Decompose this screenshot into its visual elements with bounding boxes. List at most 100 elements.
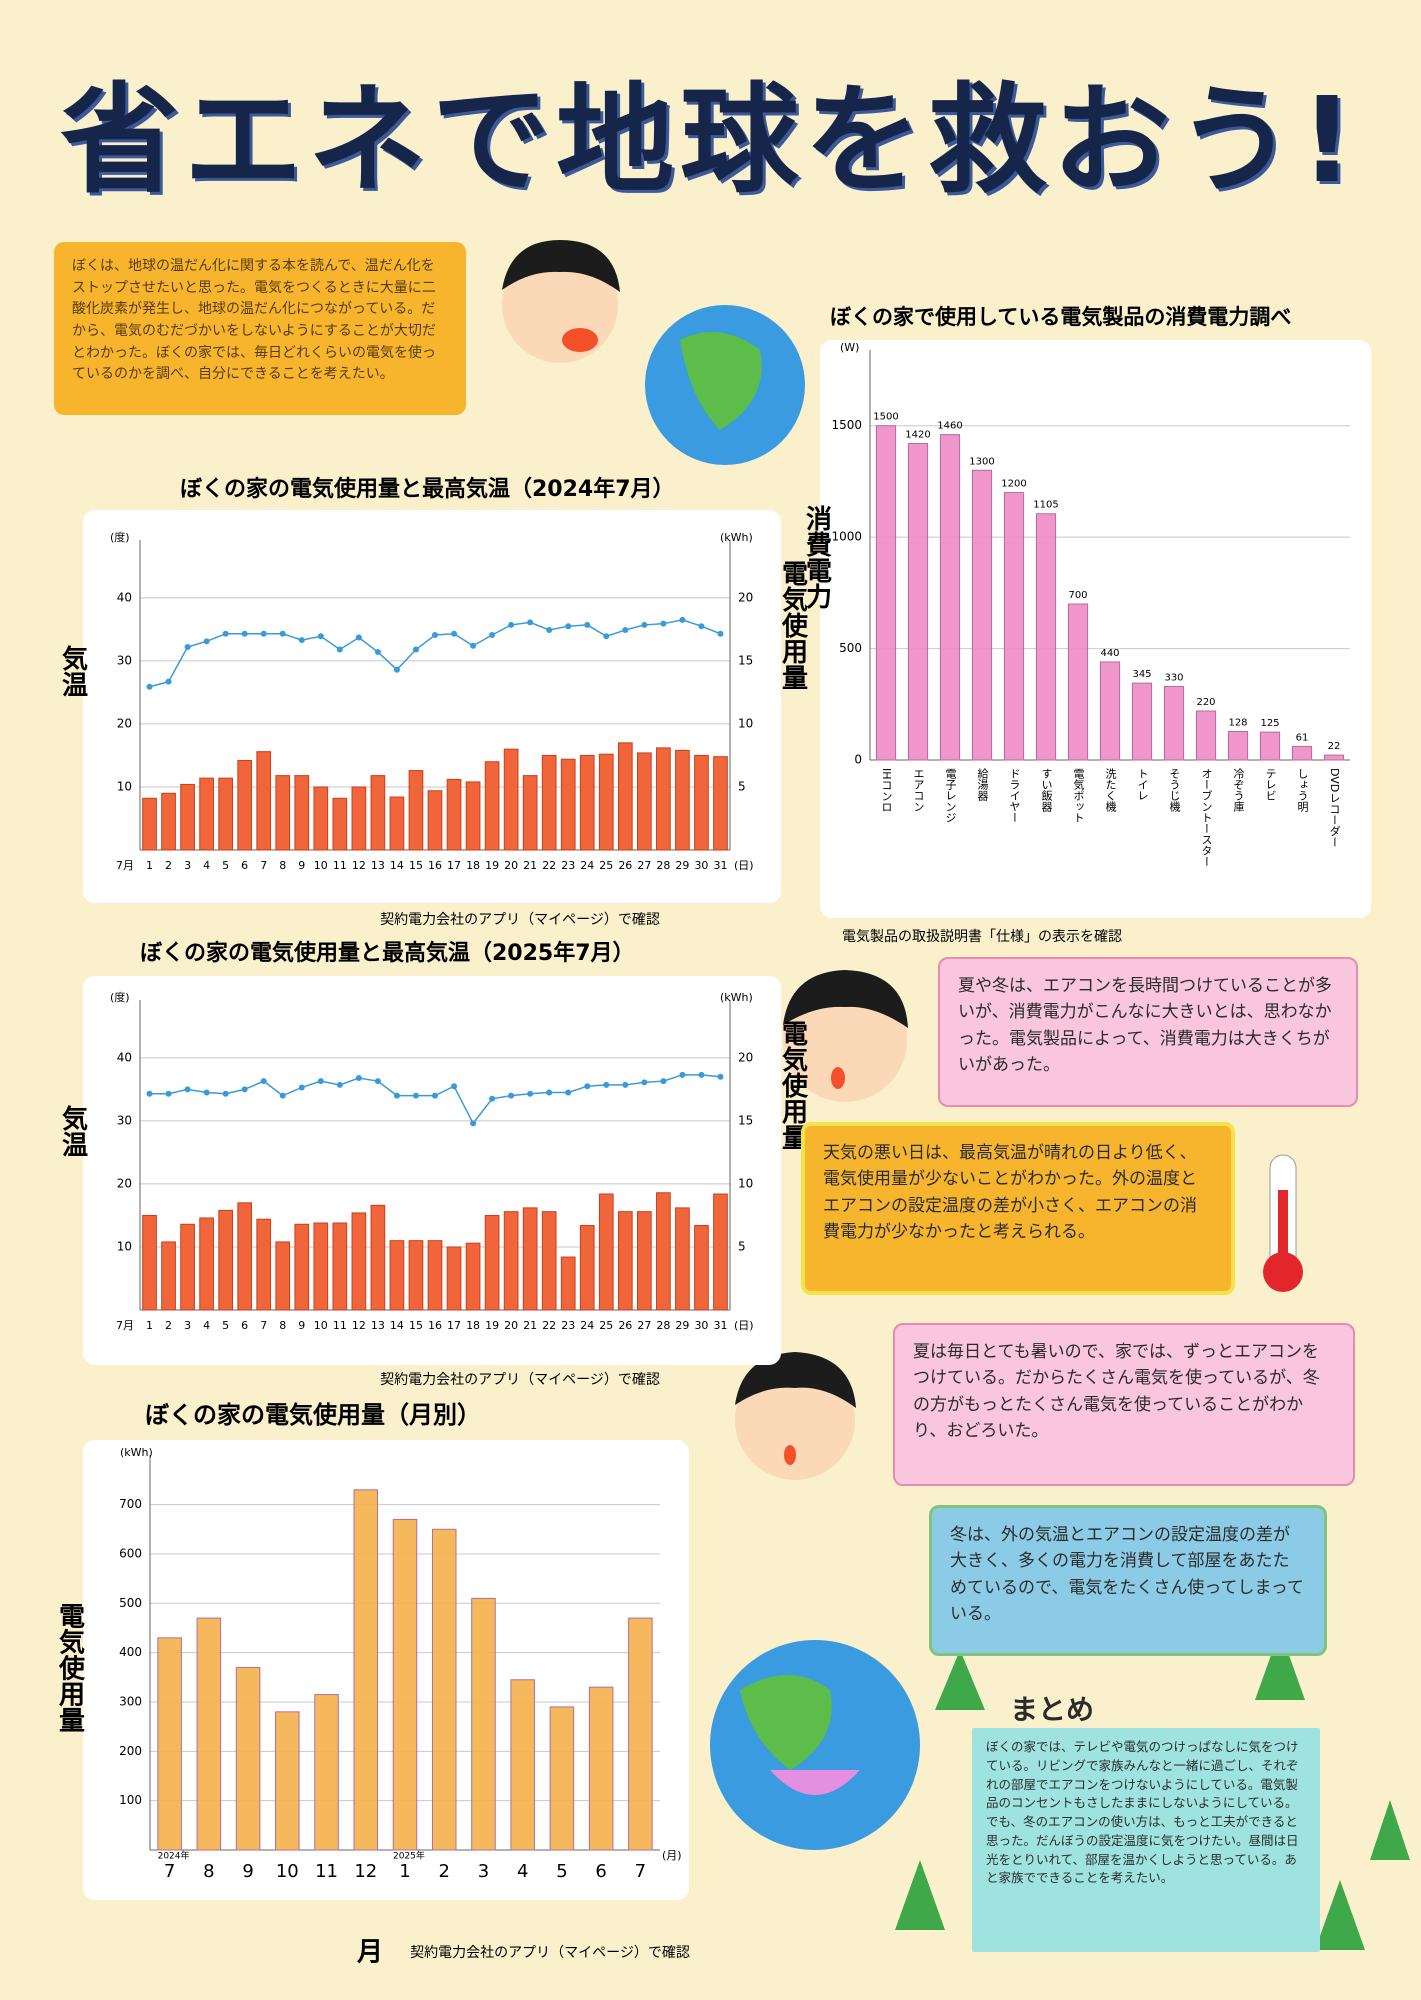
x-tick-label: ドライヤー [1008,768,1021,823]
y2-tick-label: 20 [738,590,753,604]
x-tick-label: 16 [428,859,442,872]
y2-tick-label: 5 [738,1239,746,1253]
point [603,633,610,640]
value-label: 700 [1068,590,1087,601]
chart-monthly: ぼくの家の電気使用量（月別） 月 契約電力会社のアプリ（マイページ）で確認 10… [55,1401,690,1968]
point [451,630,458,637]
x-tick-label: 7 [260,1319,267,1332]
bar [392,1518,418,1851]
x-tick-label: 6 [241,859,248,872]
x-tick-label: 15 [409,1319,423,1332]
x-tick-label: すい飯器 [1040,768,1053,813]
x-tick-label: しょう明 [1296,768,1309,813]
point [165,1090,172,1097]
x-tick-label: トイレ [1136,768,1149,801]
panel [820,340,1371,918]
bar [598,1193,614,1311]
value-label: 1105 [1033,500,1058,511]
point [489,632,496,639]
value-label: 345 [1132,669,1151,680]
bar [218,1209,233,1311]
point [336,1081,343,1088]
y-tick-label: 30 [117,653,132,667]
x-tick-label: テレビ [1264,768,1277,801]
point [184,1086,191,1093]
bar [549,1706,575,1851]
bar [541,754,557,851]
x-tick-label: 9 [242,1861,253,1882]
y-tick-label: 20 [117,1176,132,1190]
bar [161,1241,176,1311]
y-tick-label: 10 [117,779,132,793]
point [317,633,324,640]
bar [446,778,462,851]
chart-2024: ぼくの家の電気使用量と最高気温（2024年7月） 契約電力会社のアプリ（マイペー… [58,476,809,928]
x-tick-label: 13 [371,859,385,872]
x-tick-label: 7 [260,859,267,872]
x-tick-label: 12 [352,1319,366,1332]
bar [694,754,709,851]
bar [503,1211,519,1311]
x-tick-label: 10 [314,1319,328,1332]
bar [353,1489,379,1851]
y-label: 気温 [58,644,88,697]
x-tick-label: 6 [595,1861,606,1882]
bar [237,759,253,851]
bar [1227,730,1249,761]
point [622,1081,629,1088]
bar [294,775,310,851]
bar [465,1242,481,1311]
bar [351,1212,367,1311]
bar [218,777,233,851]
x-tick-label: 28 [656,859,670,872]
y-tick-label: 500 [839,641,862,655]
x-tick-label: 8 [203,1861,214,1882]
bar [446,1246,462,1311]
point [184,644,191,650]
y-tick-label: 700 [119,1497,142,1511]
x-tick-label: 冷ぞう庫 [1232,768,1245,813]
y-tick-label: 600 [119,1546,142,1560]
x-tick-label: 8 [279,1319,286,1332]
speech-bubble: 夏は毎日とても暑いので、家では、ずっとエアコンをつけている。だからたくさん電気を… [893,1323,1355,1486]
value-label: 440 [1100,648,1119,659]
x-prefix: 7月 [116,859,134,872]
x-tick-label: 17 [447,859,461,872]
x-tick-label: 1 [146,859,153,872]
bar [510,1679,535,1851]
y2-tick-label: 5 [738,779,746,793]
boy-face-3 [735,1352,856,1480]
point [679,1071,686,1078]
bar [1131,682,1153,761]
x-tick-label: 27 [637,859,651,872]
bar [484,1214,500,1311]
x-tick-label: 18 [466,1319,480,1332]
point [374,1078,381,1085]
y-unit: (W) [840,341,859,354]
bar [560,758,576,851]
point [279,1092,286,1099]
intro-text: ぼくは、地球の温だん化に関する本を読んで、温だん化をストップさせたいと思った。電… [54,242,466,415]
value-label: 1500 [873,412,898,423]
point [527,1090,534,1097]
value-label: 1300 [969,456,994,467]
bar [408,770,424,851]
trees [895,1630,1410,1950]
bar [1067,603,1089,761]
y-tick-label: 30 [117,1113,132,1127]
bar [161,792,176,851]
x-tick-label: 5 [556,1861,567,1882]
x-tick-label: 13 [371,1319,385,1332]
y-label: 電気使用量 [55,1603,86,1733]
x-tick-label: そうじ機 [1168,768,1181,812]
point [432,632,438,639]
point [489,1095,496,1102]
bar [675,1207,690,1311]
y-tick-label: 40 [117,590,132,604]
bar [142,1214,157,1311]
bar [408,1240,424,1311]
source: 契約電力会社のアプリ（マイページ）で確認 [380,912,660,928]
x-tick-label: 4 [203,1319,210,1332]
point [508,621,515,628]
x-tick-label: 12 [352,859,366,872]
